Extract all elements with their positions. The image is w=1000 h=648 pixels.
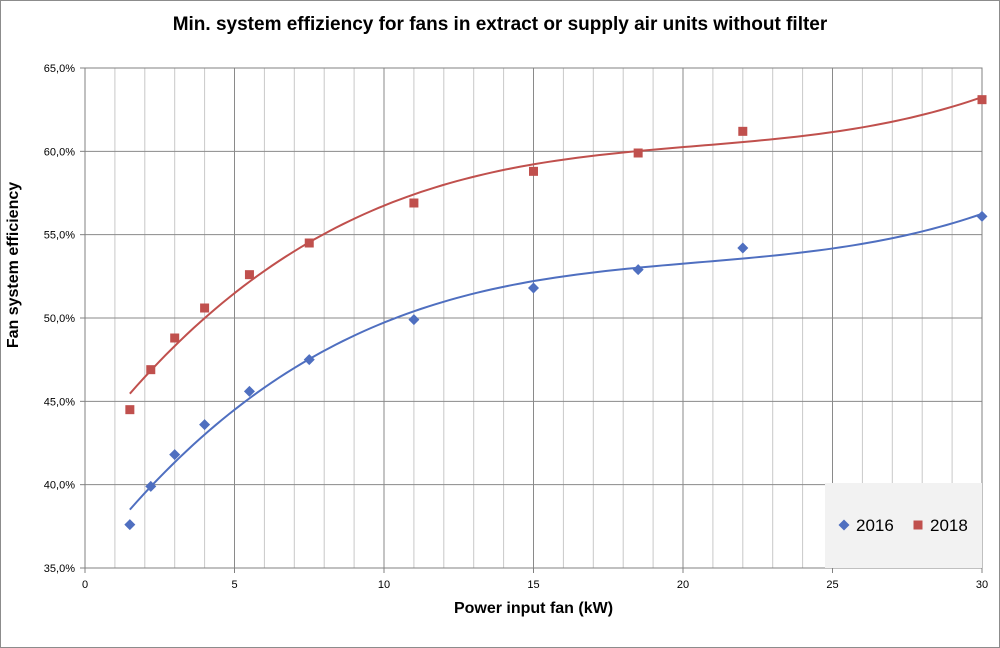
point-2018 <box>529 166 538 176</box>
point-2018 <box>170 333 180 343</box>
legend-marker-2016 <box>838 519 850 531</box>
x-tick-label: 0 <box>82 579 88 591</box>
legend-box <box>825 483 982 568</box>
y-tick-label: 50,0% <box>44 313 75 325</box>
legend-label-2018: 2018 <box>930 516 968 535</box>
x-tick-label: 15 <box>527 579 539 591</box>
point-2016 <box>169 449 181 461</box>
point-2018 <box>977 95 987 105</box>
y-tick-label: 45,0% <box>44 396 75 408</box>
point-2016 <box>124 519 136 531</box>
y-tick-label: 40,0% <box>44 480 75 492</box>
point-2018 <box>409 198 419 208</box>
point-2018 <box>125 405 135 415</box>
x-tick-label: 30 <box>976 579 988 591</box>
y-tick-label: 35,0% <box>44 563 75 575</box>
point-2018 <box>304 238 314 248</box>
point-2016 <box>145 480 157 492</box>
x-axis-label: Power input fan (kW) <box>453 600 614 617</box>
point-2018 <box>738 126 748 136</box>
chart-title: Min. system effiziency for fans in extra… <box>172 14 828 35</box>
point-2016 <box>199 419 211 431</box>
x-tick-label: 20 <box>677 579 689 591</box>
legend-label-2016: 2016 <box>856 516 894 535</box>
y-tick-label: 60,0% <box>44 146 75 158</box>
point-2018 <box>200 303 210 313</box>
point-2018 <box>146 365 156 375</box>
trendline-2016 <box>129 212 983 511</box>
y-tick-label: 55,0% <box>44 230 75 242</box>
point-2016 <box>976 210 988 222</box>
point-2016 <box>528 282 539 294</box>
y-tick-label: 65,0% <box>44 63 75 75</box>
x-tick-label: 5 <box>231 579 237 591</box>
point-2016 <box>243 385 255 397</box>
x-tick-label: 10 <box>378 579 390 591</box>
legend-marker-2018 <box>913 520 923 530</box>
x-tick-label: 25 <box>826 579 838 591</box>
point-2016 <box>632 264 644 276</box>
trendline-2018 <box>129 96 983 395</box>
point-2016 <box>737 242 749 254</box>
point-2018 <box>244 270 254 280</box>
point-2018 <box>633 148 643 158</box>
point-2016 <box>303 354 315 366</box>
point-2016 <box>408 314 420 326</box>
